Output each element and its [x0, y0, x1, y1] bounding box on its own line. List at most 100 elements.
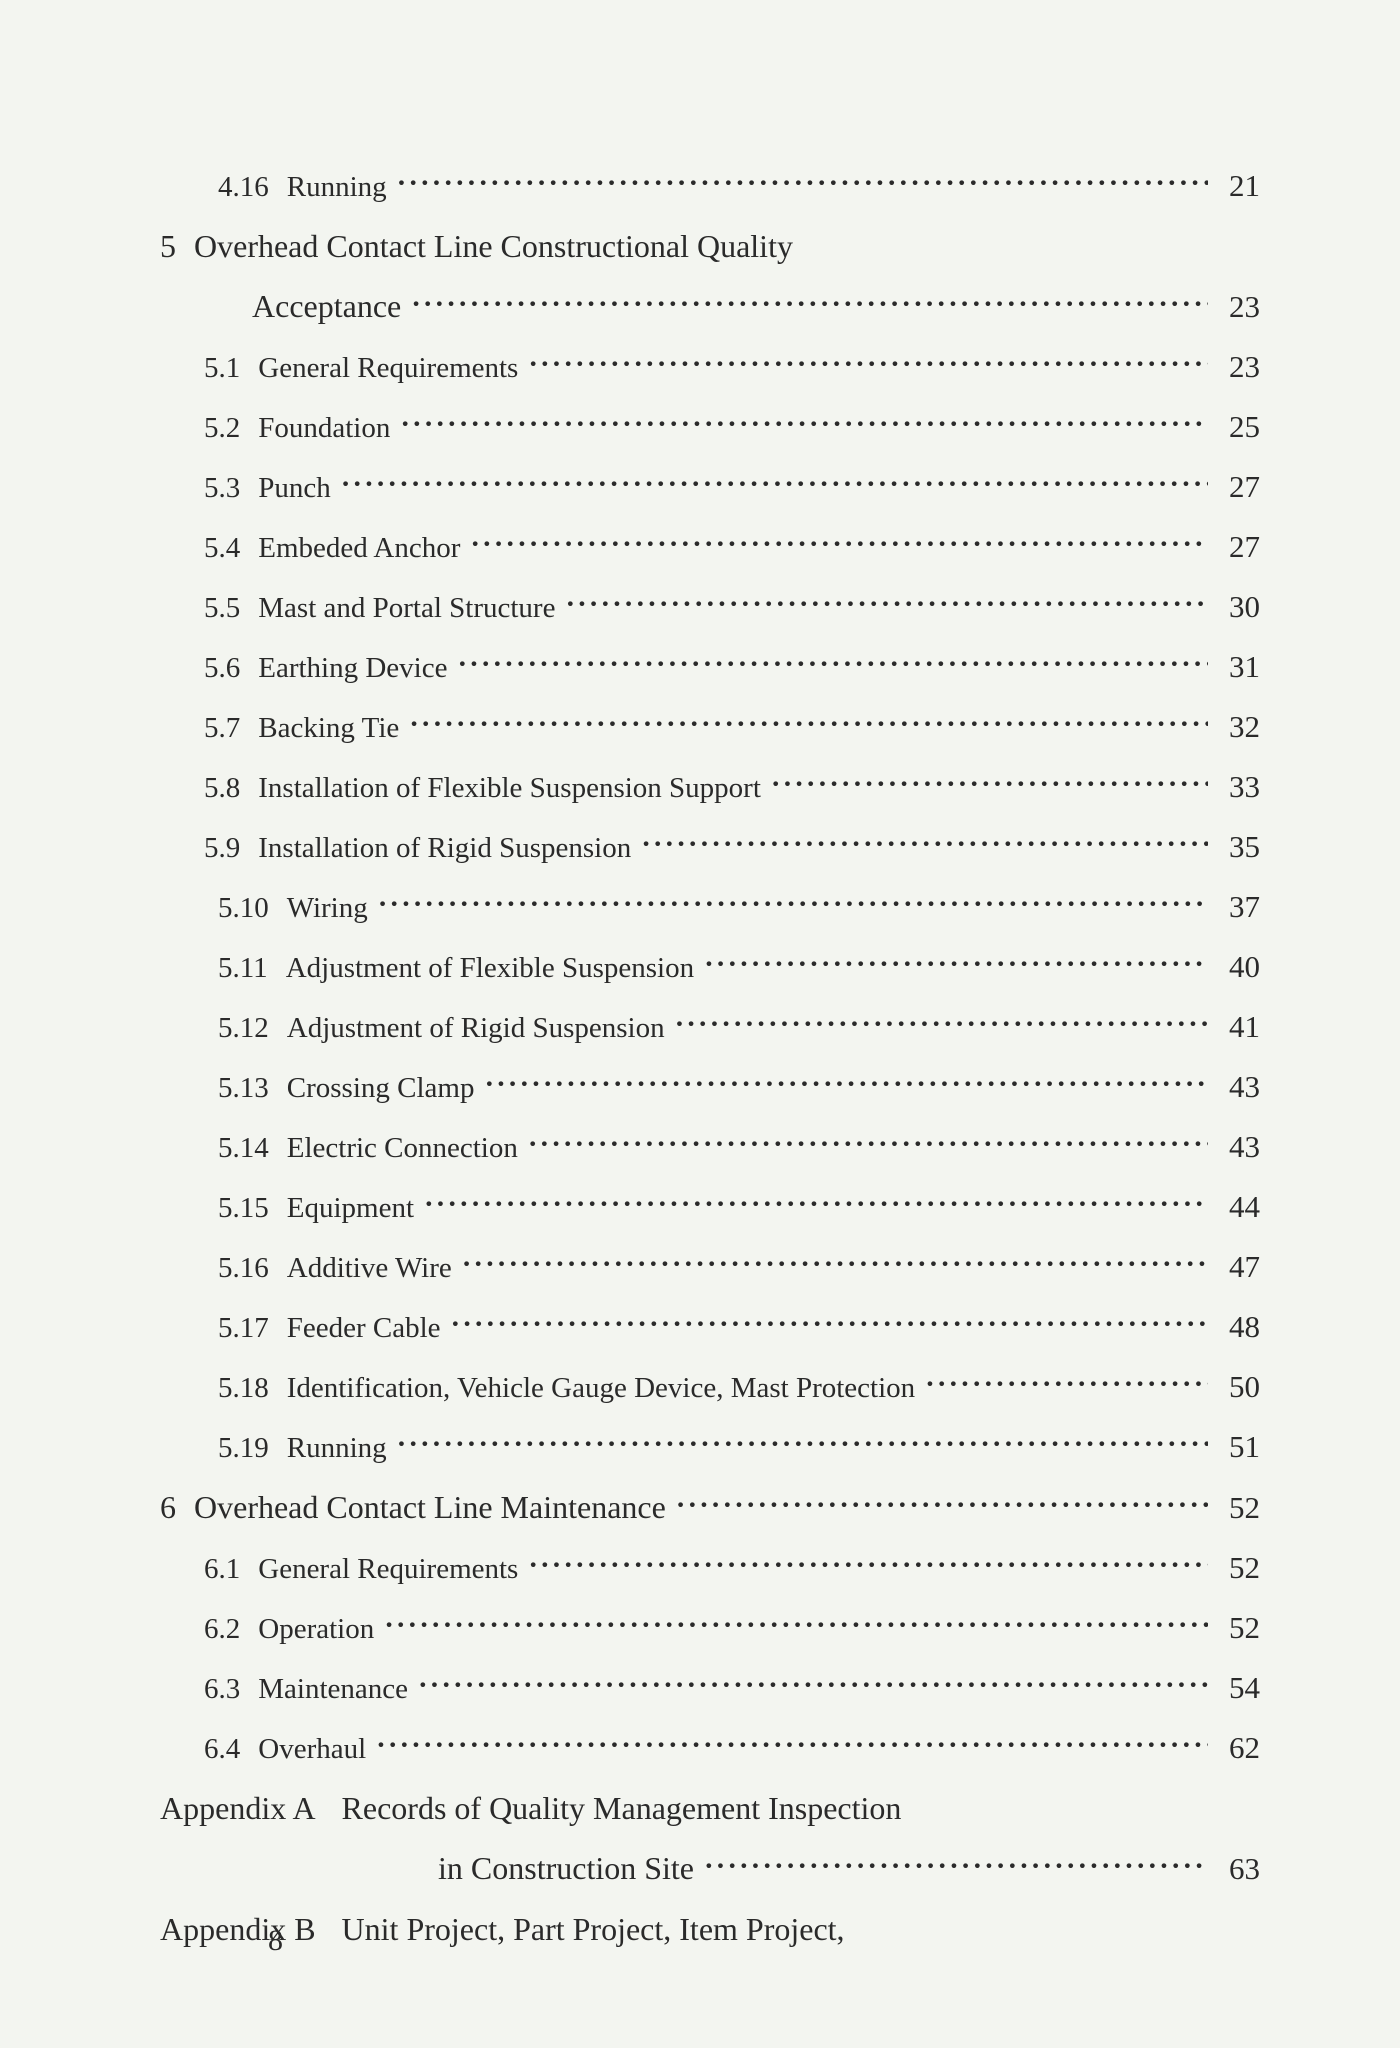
toc-row: 5.8Installation of Flexible Suspension S… — [160, 771, 1260, 803]
toc-page: 27 — [1218, 471, 1260, 502]
toc-leader-dots — [528, 350, 1208, 379]
toc-page: 44 — [1218, 1191, 1260, 1222]
toc-page: 23 — [1218, 351, 1260, 382]
toc-leader-dots — [400, 410, 1208, 439]
toc-number: 5 — [160, 230, 176, 262]
toc-page: 50 — [1218, 1371, 1260, 1402]
toc-title: Identification, Vehicle Gauge Device, Ma… — [287, 1374, 915, 1403]
toc-page: 43 — [1218, 1071, 1260, 1102]
toc-leader-dots — [528, 1551, 1208, 1580]
toc-row: 5.19 Running 51 — [160, 1431, 1260, 1463]
toc-page: 35 — [1218, 831, 1260, 862]
toc-row: 5.13Crossing Clamp43 — [160, 1071, 1260, 1103]
toc-page: 23 — [1218, 291, 1260, 322]
toc-leader-dots — [378, 890, 1208, 919]
toc-leader-dots — [704, 950, 1208, 979]
toc-number: 6.3 — [204, 1675, 240, 1704]
toc-title: Foundation — [258, 414, 390, 443]
toc-leader-dots — [418, 1671, 1208, 1700]
toc-title: Additive Wire — [287, 1254, 452, 1283]
toc-row: 5.6 Earthing Device 31 — [160, 651, 1260, 683]
toc-page: 51 — [1218, 1431, 1260, 1462]
toc-title: Maintenance — [258, 1675, 408, 1704]
toc-leader-dots — [771, 770, 1208, 799]
toc-row: 6.4Overhaul62 — [160, 1732, 1260, 1764]
toc-title: Equipment — [287, 1194, 414, 1223]
toc-page: 40 — [1218, 951, 1260, 982]
toc-number: 5.12 — [218, 1014, 269, 1043]
toc-leader-dots — [424, 1190, 1208, 1219]
toc-title: Operation — [258, 1615, 374, 1644]
toc-number: 5.10 — [218, 894, 269, 923]
toc-title: Adjustment of Flexible Suspension — [286, 954, 694, 983]
toc-leader-dots — [409, 710, 1208, 739]
toc-page: 31 — [1218, 651, 1260, 682]
toc-number: 5.15 — [218, 1194, 269, 1223]
toc-row: 6.3 Maintenance 54 — [160, 1672, 1260, 1704]
toc-leader-dots — [376, 1731, 1208, 1760]
toc-row: 5.17Feeder Cable48 — [160, 1311, 1260, 1343]
toc-page: 41 — [1218, 1011, 1260, 1042]
toc-title: Installation of Flexible Suspension Supp… — [258, 774, 761, 803]
toc-leader-dots — [457, 650, 1208, 679]
toc-row: 4.16Running21 — [160, 170, 1260, 202]
toc-appendix-label: Appendix A — [160, 1792, 316, 1824]
toc-page: 32 — [1218, 711, 1260, 742]
toc-row: 6.2Operation52 — [160, 1612, 1260, 1644]
toc-row: Appendix BUnit Project, Part Project, It… — [160, 1913, 1260, 1945]
toc-page: 47 — [1218, 1251, 1260, 1282]
toc-title: Records of Quality Management Inspection — [342, 1792, 902, 1824]
toc-row: 5.10 Wiring 37 — [160, 891, 1260, 923]
toc-title: Mast and Portal Structure — [258, 594, 555, 623]
toc-title: Installation of Rigid Suspension — [258, 834, 631, 863]
toc-title: Feeder Cable — [287, 1314, 441, 1343]
toc-leader-dots — [528, 1130, 1208, 1159]
toc-row: 5.18Identification, Vehicle Gauge Device… — [160, 1371, 1260, 1403]
toc-number: 6.4 — [204, 1735, 240, 1764]
toc-leader-dots — [384, 1611, 1208, 1640]
toc-number: 5.19 — [218, 1434, 269, 1463]
toc-number: 5.6 — [204, 654, 240, 683]
toc-number: 5.11 — [218, 954, 268, 983]
toc-row: 6Overhead Contact Line Maintenance52 — [160, 1491, 1260, 1524]
toc-page: 63 — [1218, 1853, 1260, 1884]
toc-leader-dots — [397, 169, 1208, 198]
page-number: 8 — [268, 1924, 283, 1958]
toc-number: 5.4 — [204, 534, 240, 563]
toc-page: 43 — [1218, 1131, 1260, 1162]
toc-title: Embeded Anchor — [258, 534, 460, 563]
toc-row: 5.7Backing Tie32 — [160, 711, 1260, 743]
toc-title: Running — [287, 1434, 387, 1463]
toc-title: Acceptance — [252, 290, 401, 322]
toc-number: 5.9 — [204, 834, 240, 863]
toc-title: Wiring — [287, 894, 368, 923]
toc-leader-dots — [470, 530, 1208, 559]
toc-leader-dots — [341, 470, 1208, 499]
toc-page: 30 — [1218, 591, 1260, 622]
toc-page: 21 — [1218, 170, 1260, 201]
toc-title: Earthing Device — [258, 654, 447, 683]
toc-leader-dots — [565, 590, 1208, 619]
toc-row: 5.4Embeded Anchor27 — [160, 531, 1260, 563]
toc-title: Overhead Contact Line Maintenance — [194, 1491, 666, 1523]
toc-number: 5.2 — [204, 414, 240, 443]
toc-page: 52 — [1218, 1552, 1260, 1583]
toc-row: 5.11 Adjustment of Flexible Suspension 40 — [160, 951, 1260, 983]
toc-page: 62 — [1218, 1732, 1260, 1763]
toc-page: 54 — [1218, 1672, 1260, 1703]
toc-title: General Requirements — [258, 1555, 518, 1584]
toc-title: in Construction Site — [438, 1852, 694, 1884]
toc-leader-dots — [397, 1430, 1208, 1459]
toc-row: Acceptance 23 — [160, 290, 1260, 323]
toc-title: Unit Project, Part Project, Item Project… — [342, 1913, 845, 1945]
toc-leader-dots — [411, 290, 1208, 319]
toc-number: 5.7 — [204, 714, 240, 743]
toc-row: Appendix A Records of Quality Management … — [160, 1792, 1260, 1824]
toc-title: Adjustment of Rigid Suspension — [287, 1014, 665, 1043]
toc-leader-dots — [451, 1310, 1208, 1339]
toc-number: 5.14 — [218, 1134, 269, 1163]
toc-title: Punch — [258, 474, 331, 503]
toc-page: 48 — [1218, 1311, 1260, 1342]
toc-page: 37 — [1218, 891, 1260, 922]
toc-page: 52 — [1218, 1492, 1260, 1523]
